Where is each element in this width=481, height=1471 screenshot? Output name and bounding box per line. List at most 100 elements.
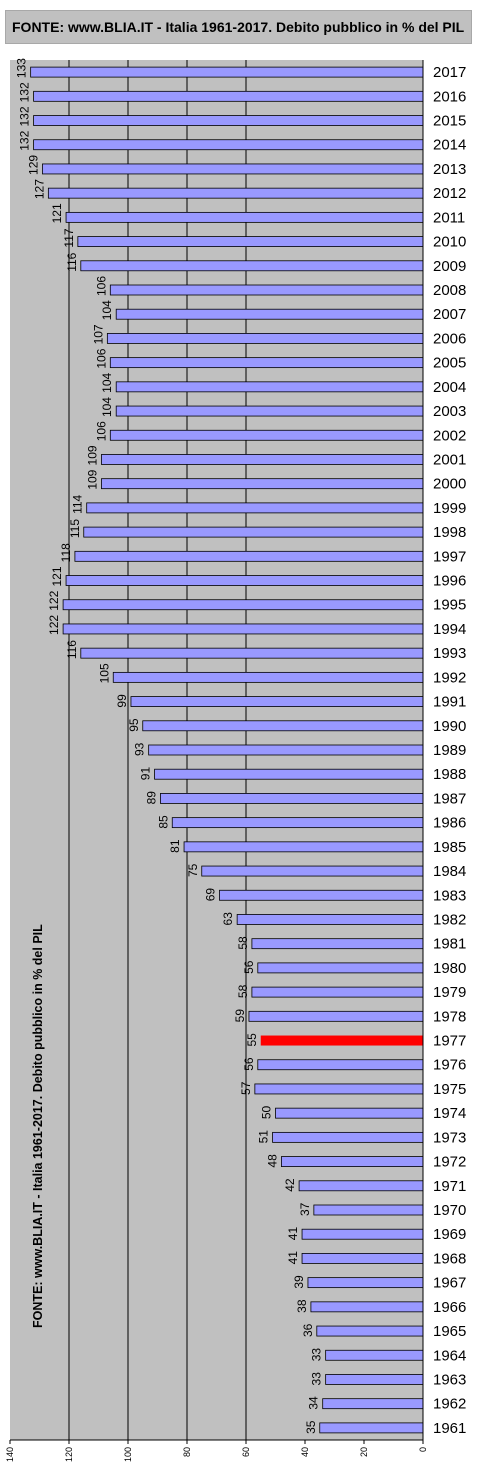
bar [80,260,424,272]
bar [171,817,424,829]
year-label: 1983 [433,887,466,904]
side-label: FONTE: www.BLIA.IT - Italia 1961-2017. D… [31,924,45,1328]
year-label: 1963 [433,1371,466,1388]
bar [275,1107,424,1119]
year-label: 2010 [433,234,466,251]
x-tick-label: 60 [241,1447,251,1457]
value-label: 58 [236,984,250,998]
year-label: 1966 [433,1299,466,1316]
year-label: 1979 [433,984,466,1001]
year-label: 2003 [433,403,466,420]
x-tick-label: 40 [300,1447,310,1457]
value-label: 56 [242,1057,256,1071]
year-label: 1994 [433,621,466,638]
year-label: 1969 [433,1226,466,1243]
year-label: 2008 [433,282,466,299]
bar [301,1228,424,1240]
year-label: 1968 [433,1250,466,1267]
bar [183,841,424,853]
bar [109,357,424,369]
value-label: 127 [32,179,46,199]
value-label: 104 [100,397,114,417]
bar [154,768,424,780]
value-label: 122 [47,590,61,610]
bar [160,793,424,804]
value-label: 121 [50,203,64,223]
bar [280,1156,424,1167]
bar [115,381,424,393]
year-label: 1986 [433,815,466,832]
year-label: 2015 [433,113,466,130]
bar [109,429,424,441]
x-tick-label: 100 [123,1447,133,1462]
value-label: 109 [85,469,99,489]
year-label: 1987 [433,790,466,807]
value-label: 99 [115,694,129,708]
bar [109,284,424,296]
bar [142,720,424,732]
bar [80,647,424,659]
value-label: 48 [265,1154,279,1168]
bar [83,526,424,538]
year-label: 1971 [433,1178,466,1195]
value-label: 50 [260,1105,274,1119]
value-label: 33 [310,1348,324,1362]
bar [310,1301,424,1313]
bar [115,308,424,320]
year-label: 1992 [433,669,466,686]
value-label: 115 [68,519,82,538]
value-label: 36 [301,1323,315,1337]
bar [148,744,424,756]
value-label: 114 [71,494,85,513]
bar [236,914,424,925]
value-label: 89 [144,791,158,805]
year-label: 2016 [433,88,466,105]
year-label: 1982 [433,911,466,928]
value-label: 104 [100,300,114,320]
bar [254,1083,424,1095]
year-label: 1965 [433,1323,466,1340]
year-label: 1972 [433,1154,466,1171]
value-label: 107 [91,324,105,344]
value-label: 41 [286,1227,300,1241]
value-label: 56 [242,960,256,974]
bar [30,66,424,78]
value-label: 37 [298,1202,312,1216]
value-label: 116 [65,252,79,271]
bar [42,163,424,175]
bar [65,575,424,586]
value-label: 58 [236,936,250,950]
year-label: 1976 [433,1057,466,1074]
bar [251,986,424,998]
value-label: 117 [62,228,76,247]
value-label: 69 [203,888,217,902]
year-labels: 2017 2016 2015 2014 2013 2012 2011 2010 2009 2008… [433,64,466,1437]
bar [130,696,424,707]
x-axis: 140 120 100 80 60 40 20 0 [5,60,428,1462]
value-label: 35 [304,1420,318,1434]
value-label: 118 [59,543,73,562]
value-label: 133 [15,58,29,78]
year-label: 1967 [433,1275,466,1292]
year-label: 2011 [433,209,465,226]
value-label: 34 [307,1396,321,1410]
value-label: 132 [18,106,32,126]
bar [251,938,424,950]
year-label: 2005 [433,355,466,372]
value-label: 122 [47,615,61,635]
year-label: 2000 [433,476,466,493]
bar [272,1131,424,1143]
value-label: 132 [18,82,32,102]
bar [307,1277,424,1289]
year-label: 2004 [433,379,466,396]
x-tick-label: 120 [64,1447,74,1462]
value-label: 132 [18,130,32,150]
year-label: 2013 [433,161,466,178]
value-label: 41 [286,1251,300,1265]
bar [101,478,424,490]
value-labels: 133 132 132 132 129 127 121 117 116 106 104 107 106 1… [15,58,324,1434]
year-label: 1998 [433,524,466,541]
year-label: 2014 [433,137,466,154]
bar [298,1180,424,1192]
